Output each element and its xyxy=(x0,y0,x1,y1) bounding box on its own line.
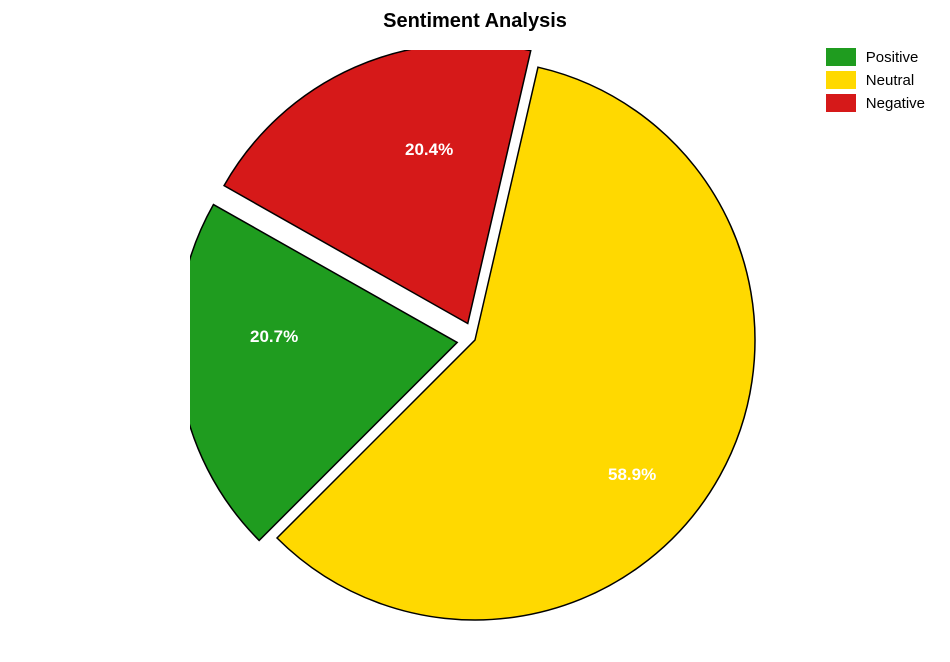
slice-label-negative: 20.4% xyxy=(405,140,453,160)
legend-item-positive: Positive xyxy=(826,48,925,66)
legend-item-negative: Negative xyxy=(826,94,925,112)
legend-item-neutral: Neutral xyxy=(826,71,925,89)
legend-label-negative: Negative xyxy=(866,95,925,112)
legend-swatch-negative xyxy=(826,94,856,112)
slice-label-neutral: 58.9% xyxy=(608,465,656,485)
slice-label-positive: 20.7% xyxy=(250,327,298,347)
legend-swatch-positive xyxy=(826,48,856,66)
legend: Positive Neutral Negative xyxy=(826,48,925,117)
pie-chart-container: Sentiment Analysis Positive Neutral Nega… xyxy=(0,0,950,662)
legend-label-positive: Positive xyxy=(866,49,919,66)
legend-swatch-neutral xyxy=(826,71,856,89)
chart-title: Sentiment Analysis xyxy=(383,10,567,33)
legend-label-neutral: Neutral xyxy=(866,72,914,89)
